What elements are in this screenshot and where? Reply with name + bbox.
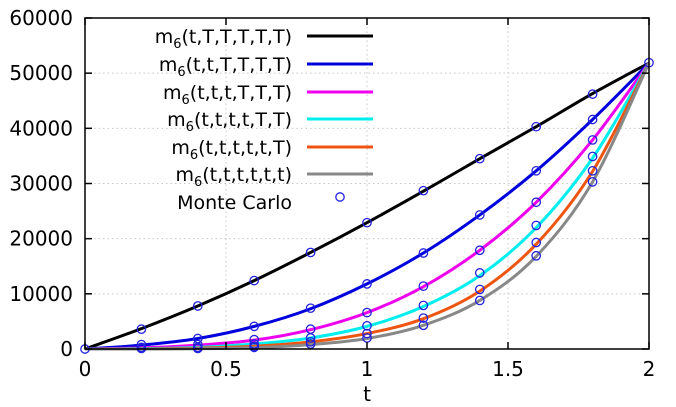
monte-carlo-point <box>474 295 485 306</box>
legend-name-base: m <box>175 164 194 186</box>
y-tick-label: 10000 <box>9 282 73 306</box>
legend-entry-m6-t-t-t-t-t-t: m6(t,t,t,T,T,T) <box>163 82 292 108</box>
legend-name-subscript: 6 <box>173 37 181 52</box>
series-line-m6-t-t-t-t-t-t <box>84 61 651 351</box>
y-tick-labels: 0 10000 20000 30000 40000 50000 60000 <box>9 6 73 361</box>
y-tick-label: 30000 <box>9 172 73 196</box>
monte-carlo-point <box>418 185 429 196</box>
x-tick-label: 1.5 <box>492 357 524 381</box>
monte-carlo-point <box>531 220 542 231</box>
legend-entry-m6-t-t-t-t-t-t: m6(t,t,t,t,t,T) <box>171 137 292 163</box>
legend-name-base: m <box>171 137 190 159</box>
legend-name-args: (t,t,t,T,T,T) <box>190 82 292 104</box>
y-tick-label: 0 <box>60 337 73 361</box>
legend-name-subscript: 6 <box>190 148 198 163</box>
monte-carlo-point <box>474 268 485 278</box>
x-tick-label: 0 <box>79 357 92 381</box>
legend-name-subscript: 6 <box>186 120 194 135</box>
legend-name-base: m <box>159 54 178 76</box>
legend-name-args: (t,t,t,t,T,T) <box>194 109 292 131</box>
monte-carlo-point <box>587 135 598 145</box>
x-tick-labels: 0 0.5 1 1.5 2 <box>79 357 656 381</box>
monte-carlo-point <box>362 279 372 289</box>
monte-carlo-point <box>136 324 147 334</box>
monte-carlo-point <box>531 237 542 248</box>
legend: m6(t,T,T,T,T,T)m6(t,t,T,T,T,T)m6(t,t,t,T… <box>155 26 373 214</box>
monte-carlo-point <box>305 339 316 349</box>
legend-name-base: m <box>155 26 174 48</box>
series-line-m6-t-t-t-t-t-t <box>84 62 651 351</box>
legend-name-args: (t,t,t,t,t,T) <box>198 137 292 159</box>
monte-carlo-point <box>587 165 598 176</box>
x-axis-label: t <box>363 382 371 406</box>
series-line-m6-t-t-t-t-t-t <box>84 61 650 351</box>
monte-carlo-point <box>531 121 542 132</box>
monte-carlo-point <box>587 151 598 162</box>
monte-carlo-point <box>587 176 598 187</box>
legend-entry-monte-carlo: Monte Carlo <box>177 192 292 214</box>
monte-carlo-point <box>474 153 485 164</box>
monte-carlo-point <box>362 307 372 318</box>
monte-carlo-point <box>418 313 429 323</box>
legend-name-subscript: 6 <box>194 175 202 190</box>
monte-carlo-point <box>474 284 485 295</box>
legend-name-args: (t,t,t,t,t,t) <box>202 164 292 186</box>
monte-carlo-point <box>249 334 260 345</box>
legend-name-args: (t,t,T,T,T,T) <box>186 54 292 76</box>
legend-entry-m6-t-t-t-t-t-t: m6(t,t,t,t,T,T) <box>167 109 292 135</box>
y-tick-label: 20000 <box>9 227 73 251</box>
monte-carlo-point <box>305 303 316 314</box>
legend-swatch-monte-carlo <box>335 192 345 202</box>
monte-carlo-point <box>418 248 429 258</box>
monte-carlo-point <box>249 342 260 353</box>
legend-name-base: m <box>167 109 186 131</box>
monte-carlo-point <box>362 217 372 228</box>
monte-carlo-point <box>587 114 598 125</box>
monte-carlo-point <box>474 245 485 256</box>
monte-carlo-point <box>249 321 260 332</box>
y-tick-label: 50000 <box>9 61 73 85</box>
monte-carlo-point <box>192 301 203 311</box>
legend-name-base: m <box>163 82 182 104</box>
y-tick-label: 60000 <box>9 6 73 30</box>
legend-entry-m6-t-t-t-t-t-t: m6(t,T,T,T,T,T) <box>155 26 292 52</box>
axis-ticks <box>84 17 650 350</box>
monte-carlo-point <box>474 210 485 220</box>
monte-carlo-point <box>362 320 372 331</box>
legend-name-args: (t,T,T,T,T,T) <box>181 26 292 48</box>
monte-carlo-point <box>249 275 260 286</box>
x-tick-label: 0.5 <box>210 357 242 381</box>
x-tick-label: 1 <box>361 357 374 381</box>
monte-carlo-point <box>531 197 542 208</box>
monte-carlo-point <box>362 328 372 339</box>
monte-carlo-point <box>305 333 316 343</box>
monte-carlo-point <box>587 89 598 99</box>
monte-carlo-point <box>418 281 429 291</box>
x-tick-label: 2 <box>643 357 656 381</box>
y-tick-label: 40000 <box>9 116 73 140</box>
legend-name-subscript: 6 <box>182 93 190 108</box>
monte-carlo-point <box>531 165 542 176</box>
legend-name-subscript: 6 <box>177 65 185 80</box>
monte-carlo-point <box>418 300 429 311</box>
monte-carlo-point <box>418 320 429 331</box>
monte-carlo-point <box>531 250 542 261</box>
legend-entry-m6-t-t-t-t-t-t: m6(t,t,t,t,t,t) <box>175 164 292 190</box>
monte-carlo-point <box>305 247 316 258</box>
legend-entry-m6-t-t-t-t-t-t: m6(t,t,T,T,T,T) <box>159 54 292 80</box>
